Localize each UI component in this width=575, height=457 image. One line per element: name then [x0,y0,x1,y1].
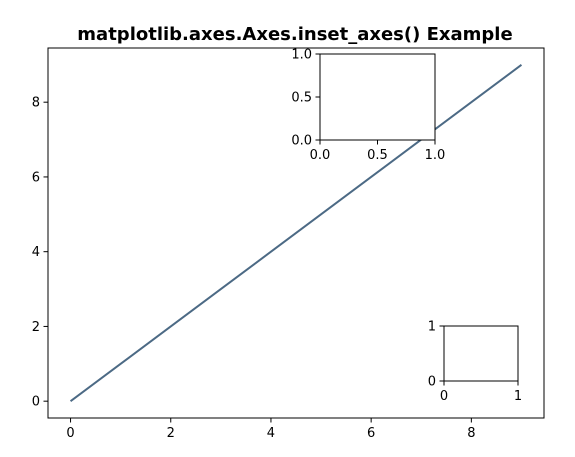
y-tick-label: 0.5 [291,91,312,106]
inset-axes-bottom-right: 0 1 0 1 [428,320,522,405]
x-tick-label: 0 [66,426,74,441]
axes-frame [443,325,519,382]
y-tick-label: 0.0 [291,134,312,149]
x-tick-label: 8 [467,426,475,441]
chart-title: matplotlib.axes.Axes.inset_axes() Exampl… [77,24,512,45]
axes-background [444,326,518,381]
x-tick-label: 1.0 [425,148,446,163]
y-tick-label: 0 [428,375,436,390]
y-tick-label: 1 [428,320,436,335]
axes-frame [47,47,545,419]
y-tick-label: 1.0 [291,48,312,63]
x-tick-label: 4 [267,426,275,441]
y-tick-label: 8 [32,96,40,111]
x-tick-label: 0.5 [367,148,388,163]
x-tick-label: 1 [514,389,522,404]
y-tick-label: 4 [32,245,40,260]
y-tick-label: 6 [32,170,40,185]
y-tick-label: 0 [32,395,40,410]
series-line-0 [69,64,523,402]
axes-background [320,54,435,140]
x-tick-label: 2 [167,426,175,441]
x-tick-label: 0.0 [310,148,331,163]
inset-axes-top: 0.0 0.5 1.0 0.0 0.5 1.0 [291,48,445,164]
y-tick-label: 2 [32,320,40,335]
main-axes: 0 2 4 6 8 0 2 4 6 8 [32,47,545,441]
x-tick-label: 0 [440,389,448,404]
x-tick-label: 6 [367,426,375,441]
